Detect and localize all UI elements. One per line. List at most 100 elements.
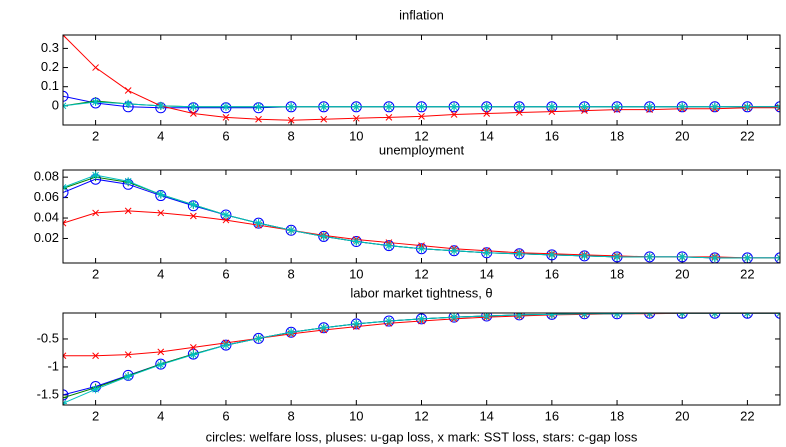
x-tick-label: 16 [545,266,559,281]
x-tick-label: 20 [675,408,689,423]
x-tick-label: 12 [414,408,428,423]
y-tick-label: 0.2 [41,59,59,74]
x-tick-label: 10 [349,408,363,423]
marker [613,102,622,111]
series-line [63,313,780,399]
y-tick-label: -1 [47,358,59,373]
marker [385,113,393,121]
marker [155,358,167,370]
y-tick-label: 0.02 [34,230,59,245]
x-tick-label: 18 [610,128,624,143]
marker [285,224,297,236]
x-tick-label: 22 [740,266,754,281]
marker [384,241,393,250]
marker [92,64,99,71]
marker [318,322,330,334]
chart-title: unemployment [379,142,465,157]
x-tick-label: 16 [545,128,559,143]
marker [287,102,296,111]
marker [157,209,165,217]
y-tick-label: 0.3 [41,40,59,55]
marker [63,184,67,193]
series-line [63,313,780,404]
marker [417,102,426,111]
marker [319,102,328,111]
marker [482,313,491,321]
marker [580,102,589,111]
marker [222,216,230,224]
x-tick-label: 2 [92,266,99,281]
marker [776,104,780,112]
y-tick-label: 0.06 [34,189,59,204]
marker [255,115,262,123]
x-axis-label: circles: welfare loss, pluses: u-gap los… [206,429,638,444]
chart-title: inflation [399,7,444,22]
marker [253,332,265,344]
marker [547,102,556,111]
marker [124,87,132,94]
marker [482,248,491,257]
marker [157,348,165,356]
marker [384,317,393,326]
x-tick-label: 10 [349,128,363,143]
marker [63,35,67,39]
marker [221,102,230,111]
marker [190,212,197,220]
marker [187,348,199,360]
marker [91,385,100,394]
marker [287,226,296,235]
marker [187,102,199,114]
marker [417,314,426,323]
x-tick-label: 4 [157,408,164,423]
marker [743,102,752,111]
marker [319,232,328,241]
marker [189,102,198,111]
marker [743,253,752,262]
marker [222,113,230,121]
marker [92,352,99,360]
x-tick-label: 2 [92,128,99,143]
marker [254,219,263,228]
x-tick-label: 14 [479,128,493,143]
marker [547,250,556,259]
marker [190,344,197,351]
x-tick-label: 8 [288,266,295,281]
marker [92,209,99,217]
marker [350,236,362,248]
marker [124,372,133,381]
x-tick-label: 10 [349,266,363,281]
marker [285,326,297,338]
marker [156,190,165,199]
x-tick-label: 18 [610,266,624,281]
marker [156,360,165,369]
marker [482,102,491,111]
marker [91,98,100,107]
marker [515,249,524,258]
x-tick-label: 14 [479,408,493,423]
marker [450,102,459,111]
y-tick-label: 0.1 [41,78,59,93]
marker [678,102,687,111]
marker [450,111,458,118]
marker [124,99,133,108]
marker [63,219,67,227]
marker [220,339,232,351]
marker [384,102,393,111]
marker [580,251,589,260]
marker [124,177,133,186]
marker [450,246,459,255]
marker [220,102,232,114]
marker [190,110,197,117]
marker [710,253,719,262]
marker [320,115,328,123]
x-tick-label: 4 [157,128,164,143]
marker [352,102,361,111]
marker [63,90,69,102]
marker [63,393,67,402]
marker [515,313,524,319]
marker [63,389,69,401]
marker [515,102,524,111]
series-line [63,313,780,396]
marker [515,109,523,116]
marker [254,334,263,343]
